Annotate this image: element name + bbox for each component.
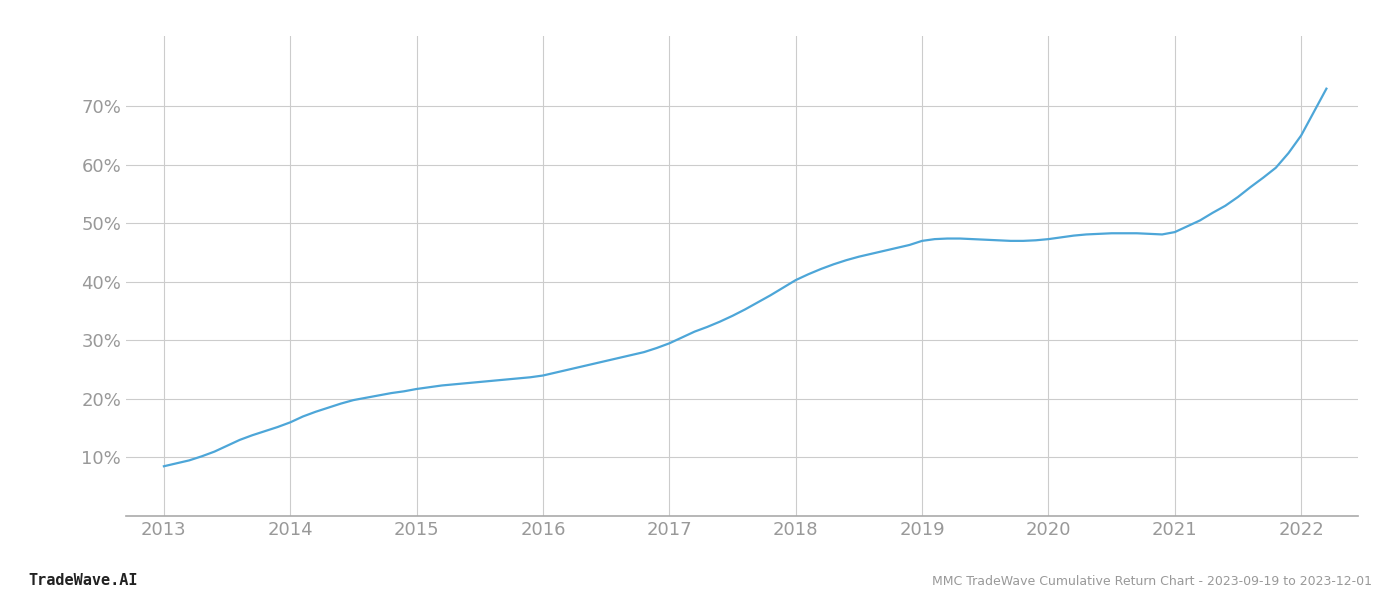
- Text: TradeWave.AI: TradeWave.AI: [28, 573, 137, 588]
- Text: MMC TradeWave Cumulative Return Chart - 2023-09-19 to 2023-12-01: MMC TradeWave Cumulative Return Chart - …: [932, 575, 1372, 588]
